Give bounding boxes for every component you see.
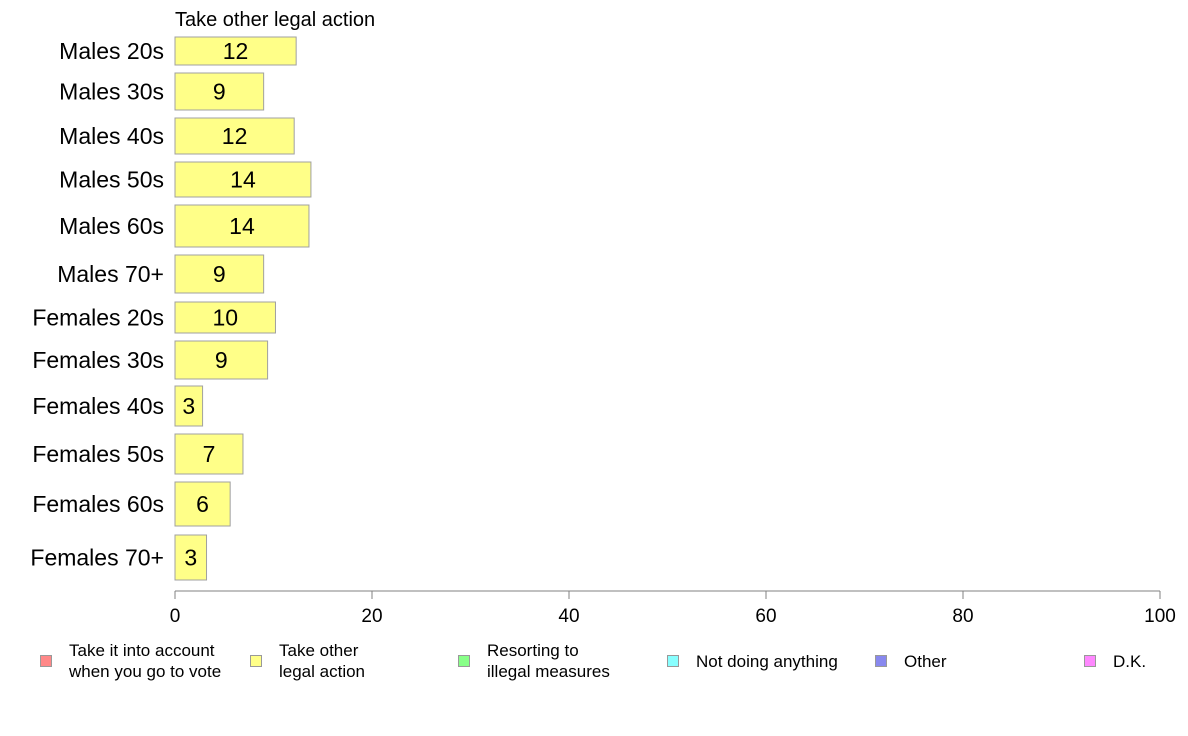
category-label: Males 40s bbox=[59, 123, 164, 149]
bar-males-40s bbox=[174, 117, 295, 155]
bar-value-label: 7 bbox=[203, 441, 216, 467]
category-labels: Males 20s Males 30s Males 40s Males 50s Male… bbox=[30, 38, 164, 571]
bar-value-label: 12 bbox=[222, 123, 248, 149]
legend-item: Take other legal action bbox=[250, 640, 365, 682]
x-tick-label: 60 bbox=[755, 606, 776, 627]
category-label: Males 20s bbox=[59, 38, 164, 64]
category-label: Females 70+ bbox=[30, 545, 164, 571]
x-axis: 0 20 40 60 80 100 bbox=[170, 590, 1176, 627]
legend: Take it into account when you go to vote… bbox=[0, 640, 1188, 700]
category-label: Males 50s bbox=[59, 167, 164, 193]
bar-value-label: 14 bbox=[230, 167, 256, 193]
bar-females-50s bbox=[174, 433, 244, 475]
bar-value-label: 3 bbox=[184, 545, 197, 571]
category-label: Males 70+ bbox=[57, 261, 164, 287]
bar-value-label: 12 bbox=[223, 38, 249, 64]
bar-value-label: 9 bbox=[215, 347, 228, 373]
bar-males-30s bbox=[174, 72, 265, 111]
bar-males-60s bbox=[174, 204, 310, 248]
legend-item: Resorting to illegal measures bbox=[458, 640, 610, 682]
bar-value-label: 3 bbox=[182, 393, 195, 419]
bar-value-label: 9 bbox=[213, 261, 226, 287]
category-label: Males 30s bbox=[59, 79, 164, 105]
bar-females-20s bbox=[174, 301, 276, 334]
legend-swatch bbox=[875, 655, 887, 667]
x-tick-label: 0 bbox=[170, 606, 181, 627]
legend-label: Resorting to illegal measures bbox=[487, 641, 610, 681]
legend-swatch bbox=[40, 655, 52, 667]
legend-swatch bbox=[250, 655, 262, 667]
legend-item: Take it into account when you go to vote bbox=[40, 640, 221, 682]
legend-swatch bbox=[458, 655, 470, 667]
legend-swatch bbox=[1084, 655, 1096, 667]
bar-chart: Take other legal action 1291214149109376… bbox=[30, 9, 1176, 627]
chart-title: Take other legal action bbox=[175, 9, 375, 31]
x-tick-label: 20 bbox=[361, 606, 382, 627]
legend-item: Other bbox=[875, 651, 947, 672]
legend-label: Take other legal action bbox=[279, 641, 366, 681]
x-tick-label: 100 bbox=[1144, 606, 1176, 627]
category-label: Females 40s bbox=[32, 393, 164, 419]
category-label: Males 60s bbox=[59, 213, 164, 239]
bar-females-60s bbox=[174, 481, 231, 527]
category-label: Females 50s bbox=[32, 441, 164, 467]
category-label: Females 60s bbox=[32, 491, 164, 517]
bar-value-label: 10 bbox=[212, 305, 238, 331]
legend-label: Take it into account when you go to vote bbox=[69, 641, 222, 681]
bar-females-40s bbox=[174, 385, 204, 427]
legend-label: Other bbox=[904, 652, 947, 671]
x-tick-label: 80 bbox=[952, 606, 973, 627]
legend-swatch bbox=[667, 655, 679, 667]
bar-males-50s bbox=[174, 161, 312, 198]
bar-females-70 bbox=[174, 534, 208, 581]
bar-males-20s bbox=[174, 36, 297, 66]
bar-value-label: 14 bbox=[229, 213, 255, 239]
bar-value-label: 6 bbox=[196, 491, 209, 517]
legend-item: D.K. bbox=[1084, 651, 1146, 672]
legend-item: Not doing anything bbox=[667, 651, 838, 672]
category-label: Females 20s bbox=[32, 305, 164, 331]
legend-label: D.K. bbox=[1113, 652, 1147, 671]
bar-males-70 bbox=[174, 254, 265, 294]
category-label: Females 30s bbox=[32, 347, 164, 373]
legend-label: Not doing anything bbox=[696, 652, 838, 671]
bar-females-30s bbox=[174, 340, 269, 380]
x-tick-label: 40 bbox=[558, 606, 579, 627]
bar-value-label: 9 bbox=[213, 79, 226, 105]
